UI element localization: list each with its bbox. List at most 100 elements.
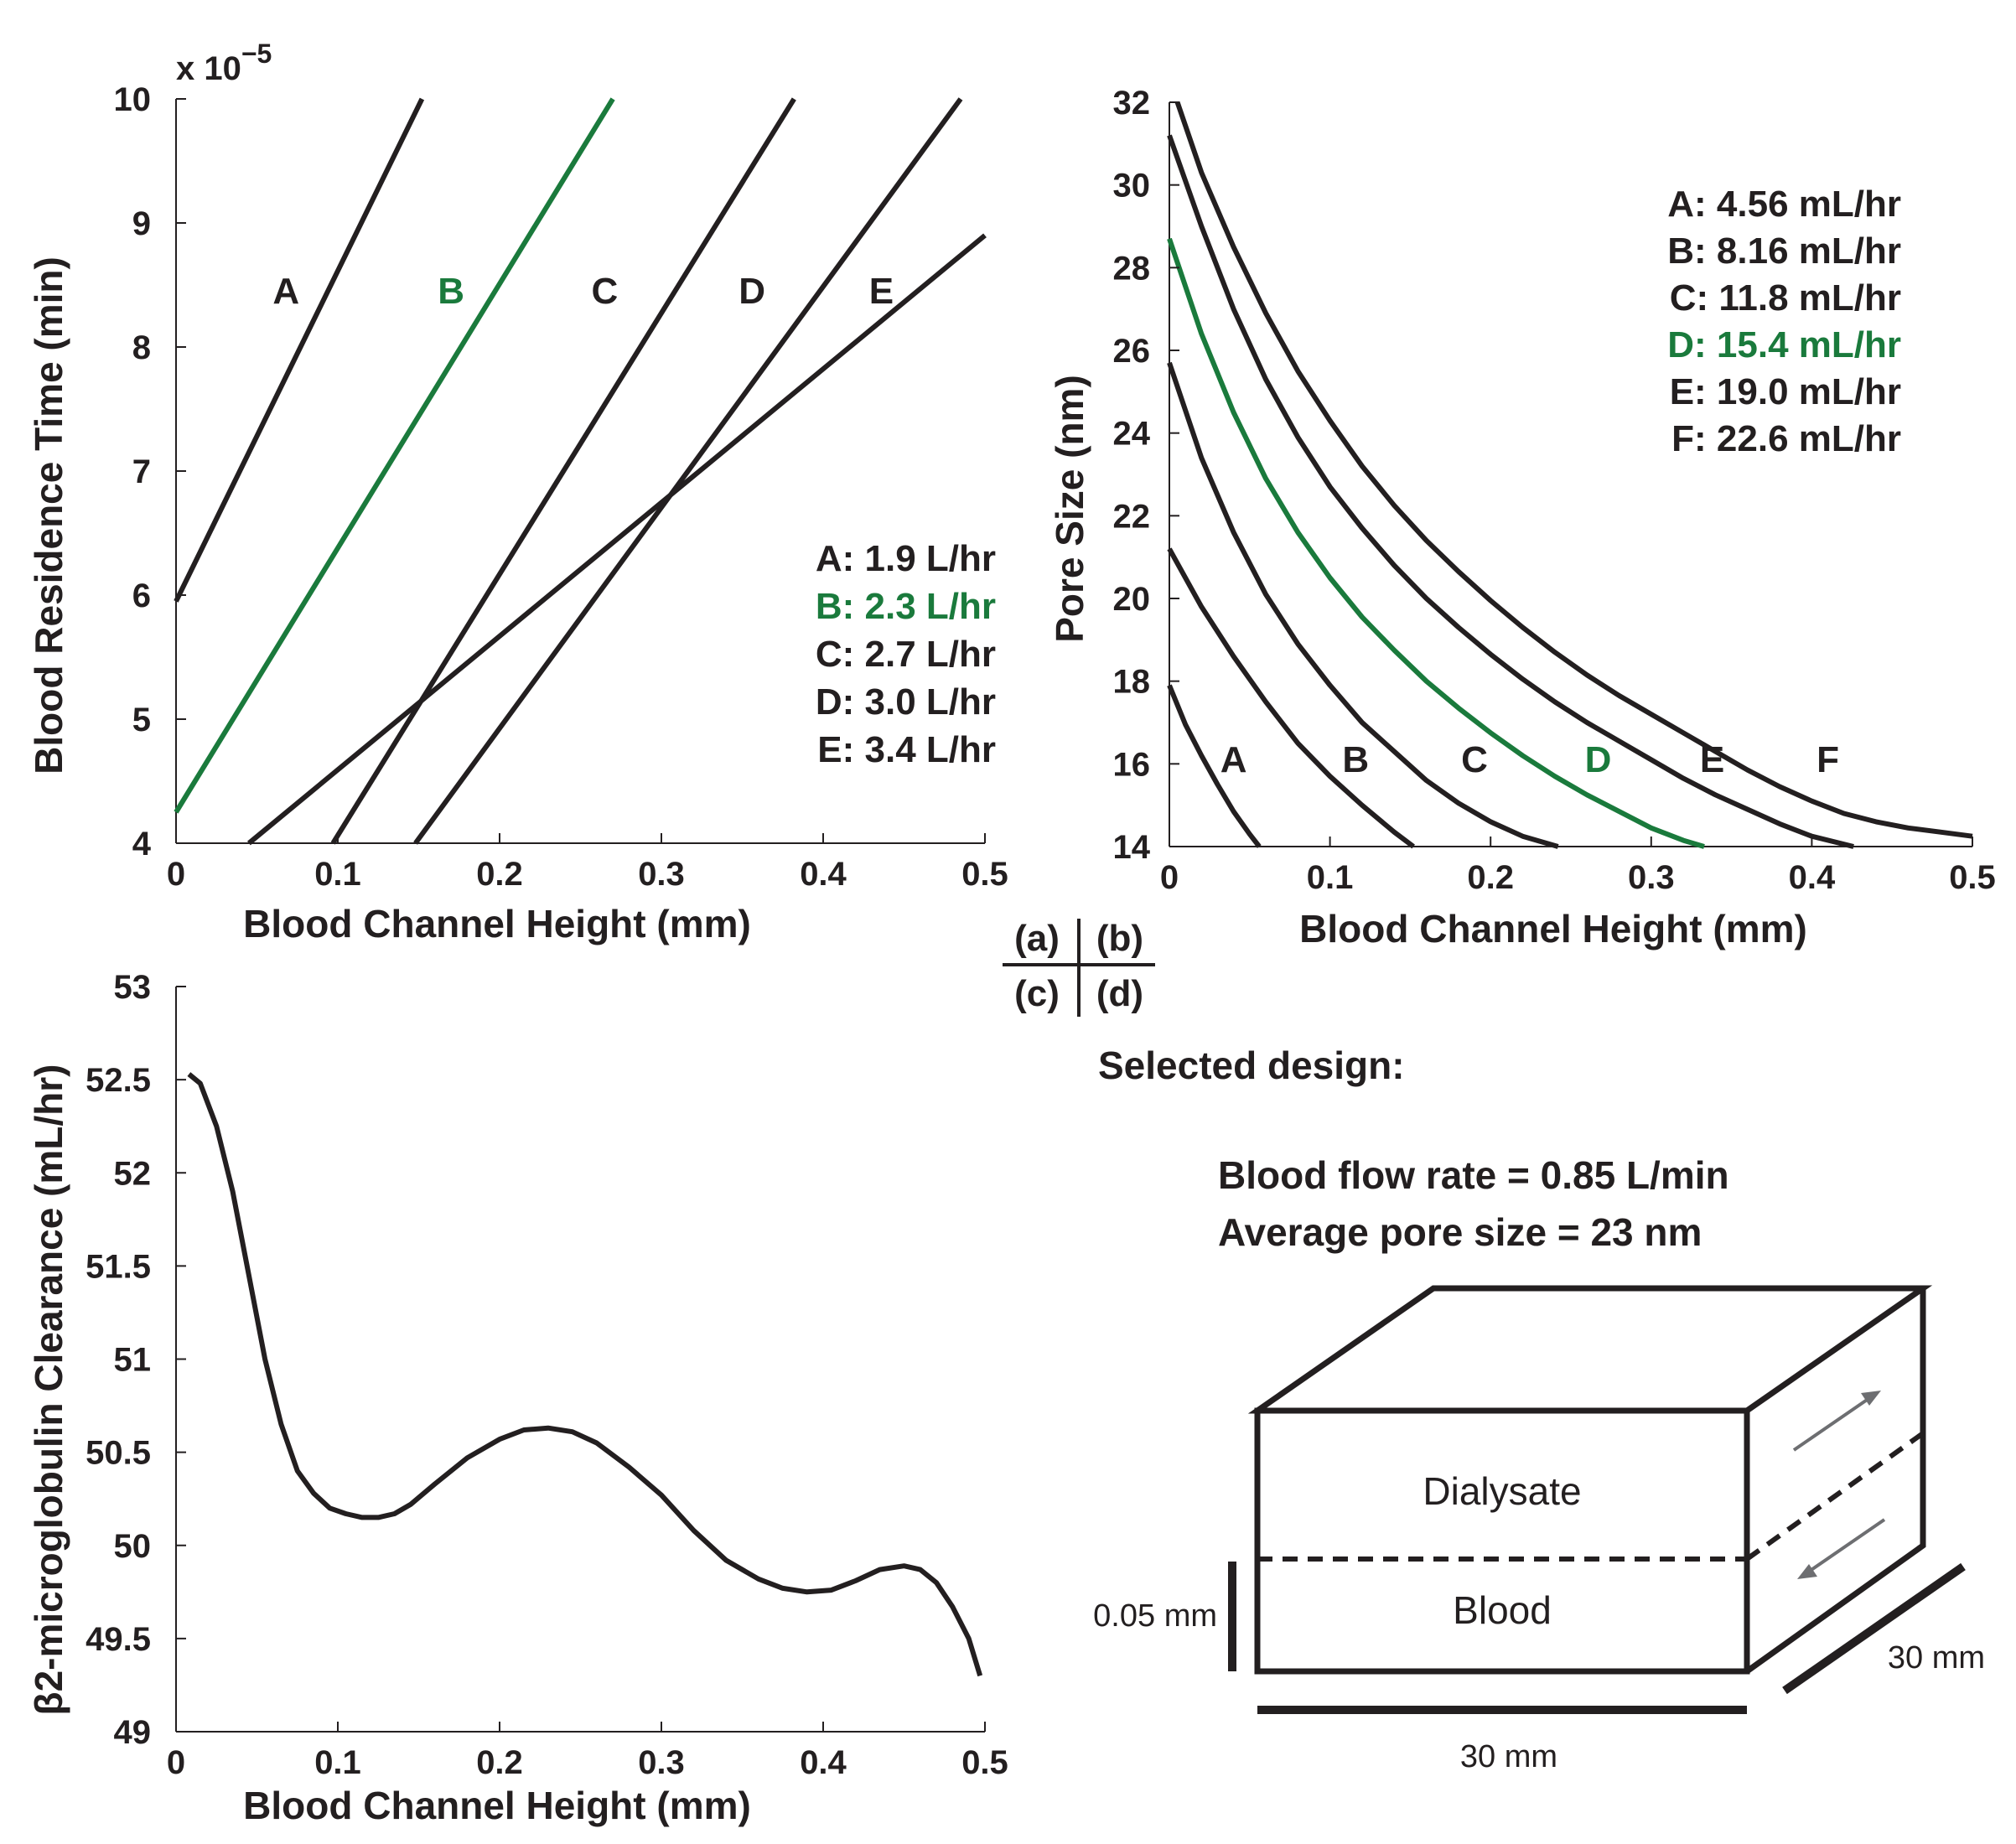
panel-a-x-tick-label: 0.4 [800, 856, 847, 893]
panel-b-y-axis-label: Pore Size (nm) [1048, 375, 1091, 643]
panel-b-y-tick-label: 32 [1113, 85, 1151, 122]
panel-b-x-axis-label: Blood Channel Height (mm) [1299, 907, 1807, 950]
panel-c-y-tick-label: 50 [114, 1528, 152, 1565]
panel-b-legend-entry-e: E: 19.0 mL/hr [1670, 371, 1901, 412]
panel-b-x-tick-label: 0.2 [1467, 859, 1514, 896]
design-pore-size: Average pore size = 23 nm [1218, 1210, 1702, 1254]
panel-a-x-tick-label: 0.5 [961, 856, 1008, 893]
panel-c-clearance-chart: 0 0.1 0.2 0.3 0.4 0.5 49 49.5 50 50.5 51 51.5 52 52.5… [27, 969, 1008, 1827]
panel-a-x-tick-label: 0.2 [476, 856, 523, 893]
panel-c-plot-area [175, 987, 985, 1733]
panel-a-y-exponent: x 10−5 [176, 39, 272, 87]
width-dimension-label: 30 mm [1460, 1739, 1557, 1774]
panel-b-series-f-line [1174, 101, 1973, 839]
panel-c-x-tick-label: 0.4 [800, 1744, 847, 1781]
panel-a-y-tick-label: 4 [132, 826, 152, 862]
panel-a-series-e-label: E [869, 271, 894, 312]
panel-b-y-tick-label: 18 [1113, 664, 1151, 701]
panel-c-x-tick-label: 0.1 [314, 1744, 361, 1781]
panel-c-x-tick-label: 0.3 [638, 1744, 685, 1781]
design-heading: Selected design: [1098, 1044, 1405, 1087]
panel-b-series-d-line [1167, 237, 1705, 849]
dialysate-label: Dialysate [1423, 1469, 1581, 1513]
panel-a-legend-entry-a: A: 1.9 L/hr [816, 538, 996, 579]
panel-b-series-f-label: F [1816, 739, 1839, 780]
panel-b-x-tick-label: 0.4 [1789, 859, 1836, 896]
panel-a-y-tick-label: 5 [132, 702, 151, 738]
panel-b-series-b-line [1167, 547, 1416, 849]
blood-flow-arrow [1802, 1518, 1886, 1577]
panel-b-x-tick-label: 0.5 [1949, 859, 1996, 896]
dialysate-flow-arrow [1792, 1393, 1876, 1452]
panel-b-y-tick-label: 28 [1113, 250, 1151, 287]
panel-c-series-curve-line [187, 1072, 983, 1677]
panel-b-series-e-line [1167, 134, 1854, 849]
panel-a-legend-entry-d: D: 3.0 L/hr [816, 681, 996, 723]
panel-b-series-b-label: B [1342, 739, 1369, 780]
panel-b-y-tick-label: 30 [1113, 168, 1151, 205]
panel-b-legend-entry-b: B: 8.16 mL/hr [1667, 230, 1901, 272]
panel-a-ticks: 0 0.1 0.2 0.3 0.4 0.5 4 5 6 7 8 9 10 [114, 81, 1008, 893]
device-top-face [1247, 1285, 1933, 1414]
panel-a-series-c-line [330, 97, 796, 845]
panel-b-legend: A: 4.56 mL/hr B: 8.16 mL/hr C: 11.8 mL/hr D… [1667, 184, 1901, 459]
panel-c-x-tick-label: 0 [167, 1744, 185, 1781]
panel-b-series-a-line [1167, 684, 1262, 848]
panel-b-legend-entry-a: A: 4.56 mL/hr [1667, 184, 1901, 225]
panel-c-y-tick-label: 49 [114, 1714, 152, 1751]
panel-a-y-tick-label: 9 [132, 205, 151, 242]
panel-a-series-a-label: A [272, 271, 299, 312]
panel-b-series-c-label: C [1461, 739, 1488, 780]
dialysate-flow-arrowhead [1861, 1391, 1881, 1406]
panel-a-y-axis-label: Blood Residence Time (min) [27, 256, 70, 774]
panel-b-series-c-line [1167, 361, 1559, 849]
panel-a-x-tick-label: 0.3 [638, 856, 685, 893]
device-side-face [1744, 1288, 1926, 1674]
panel-a-y-tick-label: 10 [114, 81, 152, 118]
panel-a-plot-area: A B C D E [174, 97, 987, 846]
blood-flow-arrowhead [1797, 1564, 1817, 1579]
panel-a-legend-entry-c: C: 2.7 L/hr [816, 634, 996, 675]
panel-c-y-tick-label: 51.5 [86, 1248, 151, 1285]
panel-c-y-tick-label: 51 [114, 1342, 152, 1379]
panel-a-x-tick-label: 0 [167, 856, 185, 893]
panel-a-series-d-line [413, 97, 963, 845]
panel-a-series-c-label: C [592, 271, 619, 312]
device-front-face [1254, 1407, 1750, 1675]
panel-c-y-tick-label: 50.5 [86, 1435, 151, 1472]
panel-a-x-axis-label: Blood Channel Height (mm) [243, 902, 751, 945]
panel-key-b: (b) [1096, 918, 1143, 959]
panel-a-series-e-line [246, 233, 987, 846]
panel-key-d: (d) [1096, 973, 1143, 1014]
panel-c-y-tick-label: 52 [114, 1155, 152, 1192]
panel-a-legend-entry-b: B: 2.3 L/hr [816, 586, 996, 627]
panel-c-y-tick-label: 53 [114, 969, 152, 1006]
panel-c-y-tick-label: 49.5 [86, 1621, 151, 1658]
panel-b-legend-entry-c: C: 11.8 mL/hr [1670, 277, 1901, 319]
panel-b-series-d-label: D [1585, 739, 1612, 780]
blood-label: Blood [1453, 1588, 1552, 1632]
panel-a-x-tick-label: 0.1 [314, 856, 361, 893]
panel-c-y-axis-label: β2-microglobulin Clearance (mL/hr) [27, 1064, 70, 1716]
height-dimension-label: 0.05 mm [1093, 1598, 1217, 1634]
panel-a-series-b-label: B [438, 271, 464, 312]
depth-dimension-bar [1782, 1562, 1966, 1695]
panel-b-ticks: 0 0.1 0.2 0.3 0.4 0.5 14 16 18 20 22 24 26 28 30 32 [1113, 85, 1996, 896]
panel-b-legend-entry-f: F: 22.6 mL/hr [1671, 418, 1901, 459]
panel-b-x-tick-label: 0.1 [1307, 859, 1354, 896]
membrane-side-dashed-line [1745, 1431, 1925, 1562]
panel-a-series-b-line [174, 97, 615, 814]
panel-a-legend-entry-e: E: 3.4 L/hr [817, 729, 996, 770]
panel-a-series-a-line [174, 97, 425, 603]
panel-key: (a) (b) (c) (d) [1003, 918, 1155, 1017]
panel-c-ticks: 0 0.1 0.2 0.3 0.4 0.5 49 49.5 50 50.5 51 51.5 52 52.5… [86, 969, 1008, 1781]
panel-a-y-tick-label: 6 [132, 578, 151, 614]
panel-c-x-tick-label: 0.2 [476, 1744, 523, 1781]
panel-b-series-a-label: A [1220, 739, 1247, 780]
panel-b-y-tick-label: 26 [1113, 333, 1151, 370]
panel-c-x-axis-label: Blood Channel Height (mm) [243, 1784, 751, 1827]
panel-b-y-tick-label: 14 [1113, 829, 1151, 866]
panel-a-y-tick-label: 8 [132, 329, 151, 366]
